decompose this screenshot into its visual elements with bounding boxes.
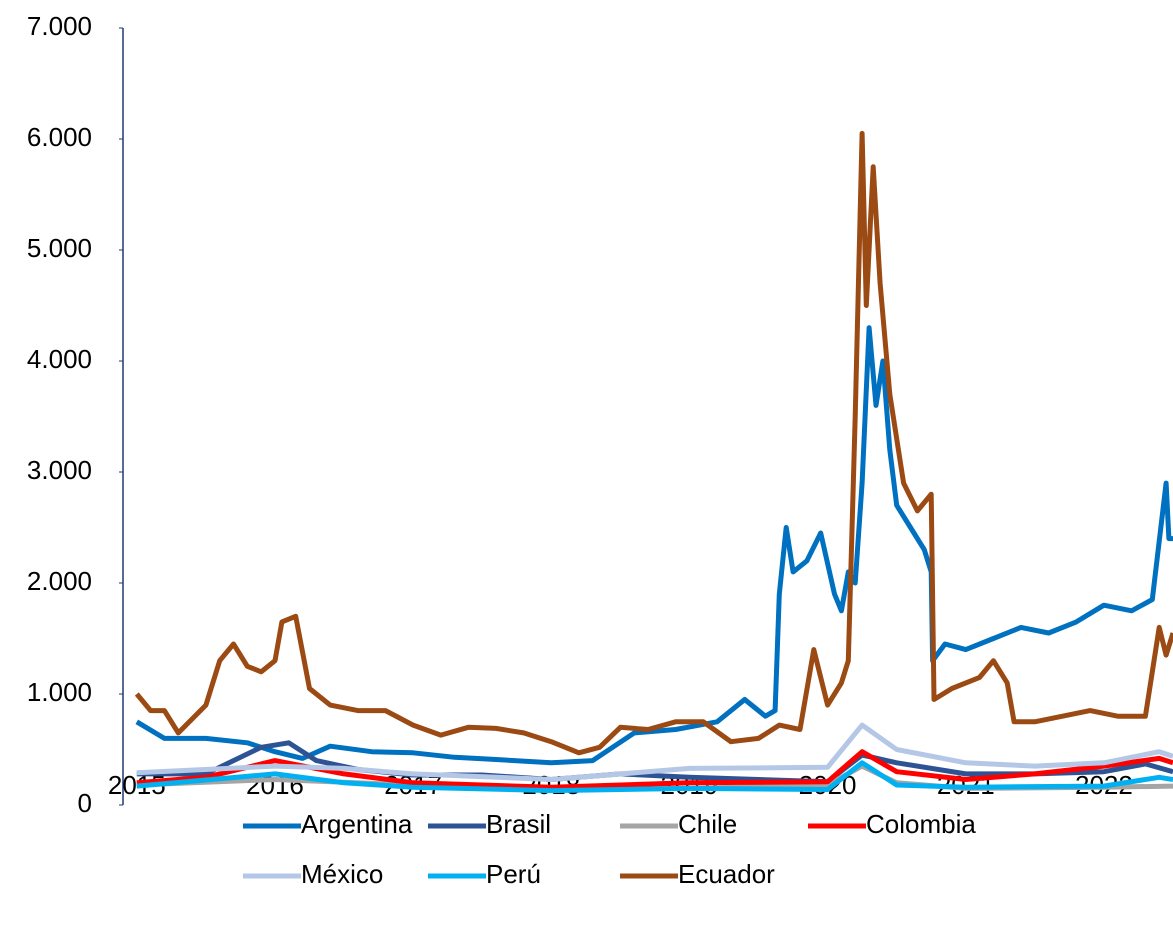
legend-label: Perú	[486, 859, 541, 889]
legend-label: Chile	[678, 809, 737, 839]
y-tick-label: 5.000	[27, 233, 92, 263]
series-line	[136, 722, 1173, 782]
legend-label: Argentina	[301, 809, 413, 839]
legend-label: México	[301, 859, 383, 889]
legend-label: Brasil	[486, 809, 551, 839]
y-tick-label: 3.000	[27, 455, 92, 485]
y-tick-label: 2.000	[27, 566, 92, 596]
series-line	[135, 325, 1173, 766]
y-tick-label: 6.000	[27, 122, 92, 152]
y-tick-label: 0	[78, 788, 92, 818]
y-tick-label: 4.000	[27, 344, 92, 374]
legend-label: Ecuador	[678, 859, 775, 889]
legend-label: Colombia	[866, 809, 976, 839]
y-tick-label: 1.000	[27, 677, 92, 707]
y-tick-label: 7.000	[27, 11, 92, 41]
series-line	[134, 130, 1173, 756]
series-line	[136, 760, 1173, 794]
